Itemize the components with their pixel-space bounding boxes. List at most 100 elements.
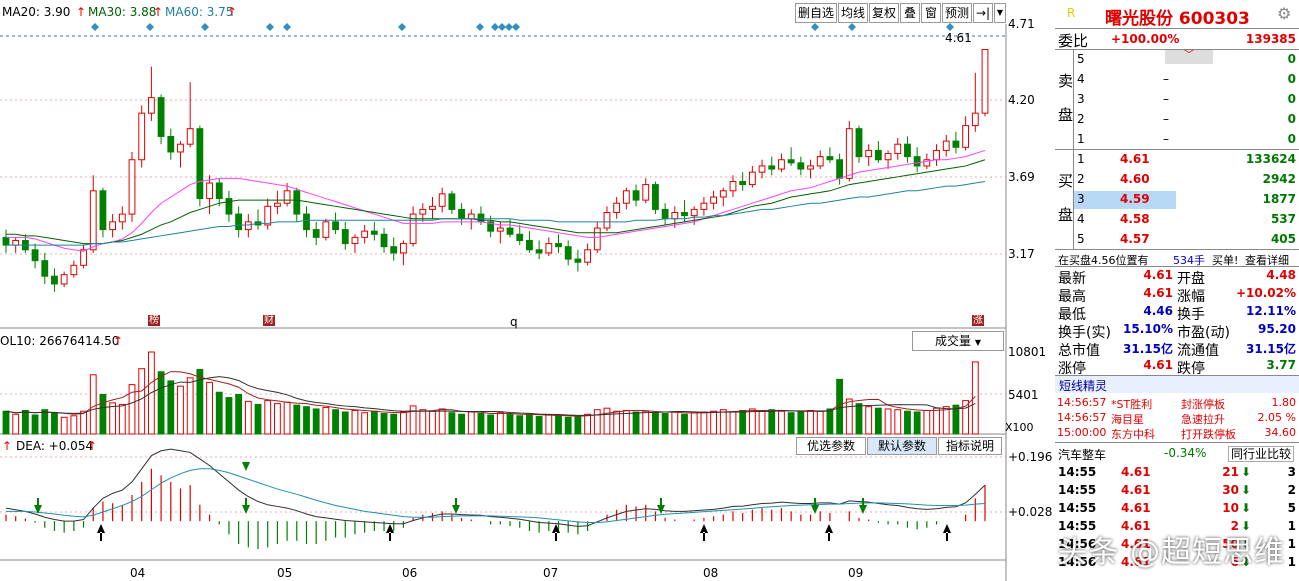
dea-up-arrow-2: ↑ [87, 439, 98, 453]
volume-bar [700, 411, 708, 435]
volume-bar [758, 410, 766, 435]
volume-bar [312, 408, 320, 435]
ma20-line [6, 149, 986, 252]
volume-bar [322, 406, 330, 435]
ma20-up-arrow: ↑ [76, 5, 87, 19]
candle [380, 233, 388, 248]
tick-count: 1 [1287, 555, 1296, 569]
q-marker[interactable]: q [510, 315, 518, 329]
candle [41, 260, 49, 277]
stat-value: 4.48 [1266, 268, 1296, 282]
chevron-down-icon[interactable]: ▼ [994, 3, 1006, 23]
volume-selector[interactable]: 成交量 ▼ [912, 331, 1004, 351]
candle [60, 274, 68, 285]
volume-bar [409, 405, 417, 435]
buy-label-1: 买 [1058, 172, 1074, 190]
candle [681, 212, 688, 217]
chart-canvas[interactable] [0, 0, 1052, 581]
stat-label: 涨停 [1058, 361, 1086, 377]
sell-arrow-icon [657, 498, 665, 514]
volume-up-arrow: ↑ [113, 334, 124, 348]
ma30-line [6, 159, 986, 245]
indicator-help-button[interactable]: 指标说明 [938, 437, 1002, 455]
finance-marker[interactable]: 财 [263, 315, 275, 326]
sell-arrow-icon [242, 462, 250, 471]
candle [758, 165, 766, 173]
stat-label: 换手 [1177, 307, 1205, 323]
candle [80, 249, 87, 266]
stat-value: 12.11% [1246, 304, 1296, 318]
buy-volume: 537 [1270, 212, 1296, 226]
volume-bar [904, 410, 911, 435]
delete-watchlist-button[interactable]: 删自选 [795, 3, 837, 23]
buy-arrow-icon [552, 524, 560, 541]
sell-price: – [1163, 72, 1169, 86]
tick-count: 1 [1287, 519, 1296, 533]
candle [138, 112, 146, 161]
sector-name[interactable]: 汽车整车 [1058, 448, 1107, 462]
volume-bar [865, 406, 873, 435]
volume-selector-label: 成交量 [935, 334, 972, 348]
gear-icon[interactable]: ⚙ [1277, 4, 1292, 23]
sell-level: 5 [1077, 52, 1085, 66]
volume-ma10-line [5, 376, 976, 416]
stats-table: 最新 4.61 开盘 4.48 最高 4.61 涨幅 +10.02% 最低 4.46 换手 12.11… [1055, 268, 1299, 377]
volume-bar [545, 414, 553, 435]
volume-bar [836, 378, 844, 435]
candle [690, 208, 698, 217]
buy-label-2: 盘 [1058, 206, 1074, 224]
limit-up-marker[interactable]: 涨 [972, 315, 984, 326]
chevron-down-icon[interactable]: ﹀ [1165, 50, 1213, 64]
candle [438, 193, 446, 207]
volume-bar [167, 380, 175, 435]
optimal-params-button[interactable]: 优选参数 [796, 437, 866, 455]
event-diamond-icon [398, 23, 406, 31]
volume-bar [768, 409, 776, 435]
volume-bar [206, 381, 213, 435]
candle [816, 156, 824, 167]
divider [1055, 149, 1299, 150]
rank-marker[interactable]: 榜 [148, 315, 160, 326]
overlay-button[interactable]: 叠 [900, 3, 920, 23]
divider [1055, 249, 1299, 250]
event-diamond-icon [512, 23, 520, 31]
view-detail-link[interactable]: 查看详细 [1245, 254, 1289, 267]
buy-arrow-icon [97, 524, 105, 541]
event-diamond-icon [946, 23, 954, 31]
ma-button[interactable]: 均线 [838, 3, 868, 23]
collapse-panel-icon[interactable]: →| [973, 3, 993, 23]
buy-volume: 133624 [1245, 152, 1296, 166]
industry-compare-button[interactable]: 同行业比较 [1228, 446, 1295, 462]
notice-tail: 买单! [1212, 254, 1239, 267]
volume-bar [816, 410, 824, 435]
volume-bar [739, 409, 747, 435]
sell-volume: 0 [1287, 112, 1296, 126]
volume-bar [962, 400, 970, 435]
candle [361, 230, 369, 238]
macd-diff-line [5, 448, 986, 527]
tick-time: 14:56 [1058, 537, 1097, 551]
default-params-button[interactable]: 默认参数 [867, 437, 937, 455]
buy-row-highlight [1074, 191, 1176, 209]
adjust-button[interactable]: 复权 [869, 3, 899, 23]
volume-bar [923, 409, 931, 435]
candle [981, 49, 989, 114]
stat-value: 4.61 [1143, 358, 1173, 372]
stat-label: 换手(实) [1058, 325, 1111, 341]
kline-chart-area[interactable]: MA20: 3.90 ↑ MA30: 3.88 ↑ MA60: 3.75 ↑ 删… [0, 0, 1052, 581]
window-button[interactable]: 窗 [921, 3, 941, 23]
volume-tick: 10801 [1008, 345, 1047, 359]
buy-level: 2 [1077, 172, 1085, 186]
volume-bar [2, 410, 10, 435]
volume-bar [235, 394, 243, 435]
forecast-button[interactable]: 预测 [942, 3, 972, 23]
price-tick: 4.71 [1008, 17, 1035, 31]
sector-pct: -0.34% [1164, 446, 1207, 460]
sell-arrow-icon [859, 498, 867, 514]
candle [826, 156, 834, 161]
candle [89, 190, 97, 251]
buy-price: 4.59 [1120, 192, 1150, 206]
candle [516, 233, 524, 241]
candle [283, 190, 291, 204]
candle [865, 149, 873, 158]
